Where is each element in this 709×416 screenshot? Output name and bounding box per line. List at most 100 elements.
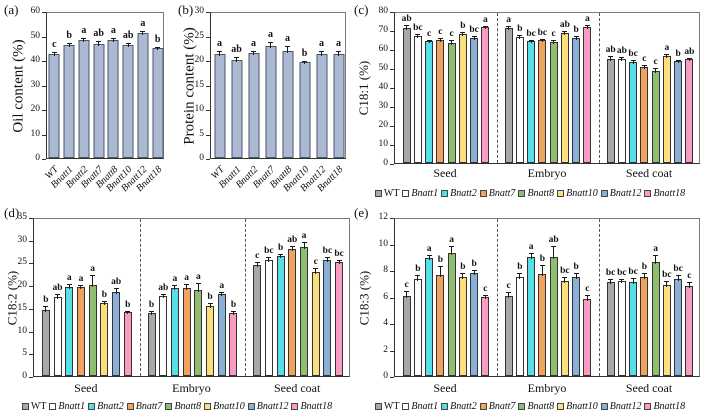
error-bar-cap xyxy=(664,280,670,282)
bar-slot: a xyxy=(279,13,296,158)
y-tick-mark xyxy=(390,50,394,51)
error-bar xyxy=(319,51,324,56)
sig-letter: a xyxy=(184,273,189,284)
bar-slot: bc xyxy=(263,219,275,376)
y-tick-label: 35 xyxy=(17,212,28,222)
group-label: Seed xyxy=(433,381,457,395)
bar-slot: a xyxy=(216,219,228,376)
error-bar-cap xyxy=(653,255,659,257)
error-bar xyxy=(90,275,96,288)
bar xyxy=(107,39,119,158)
error-bar xyxy=(336,50,341,56)
bar xyxy=(685,59,694,163)
bar-slot: a xyxy=(181,219,193,376)
y-tick-mark xyxy=(390,12,394,13)
bar xyxy=(76,287,85,376)
sig-letter: a xyxy=(217,38,222,50)
error-bar-cap xyxy=(608,279,614,281)
error-bar-cap xyxy=(551,246,557,248)
bar xyxy=(538,273,547,376)
bar xyxy=(229,313,238,376)
panel-d: (d) C18:2 (%) 0 5 10 15 20 25 30 35 b ab a a a b ab b b ab a… xyxy=(2,205,352,416)
bar xyxy=(640,67,649,163)
bar xyxy=(182,287,191,376)
error-bar xyxy=(81,38,87,43)
bar-slot: ab xyxy=(684,13,695,163)
error-bar-cap xyxy=(234,57,239,59)
sig-letter: c xyxy=(483,283,488,294)
bar xyxy=(470,272,479,376)
error-bar-cap xyxy=(336,50,341,52)
error-bar-cap xyxy=(562,276,568,278)
group-label: Embryo xyxy=(172,381,211,395)
legend-swatch xyxy=(402,403,410,410)
bar-slot: a xyxy=(77,13,92,158)
y-tick-mark xyxy=(206,159,210,160)
legend-swatch xyxy=(557,403,565,410)
bar-slot: b xyxy=(228,219,240,376)
error-bar-cap xyxy=(155,46,161,48)
sig-letter: bc xyxy=(628,266,638,277)
sig-letter: b xyxy=(460,262,466,273)
y-tick-label: 30 xyxy=(194,6,205,16)
legend-item: WT xyxy=(21,401,46,412)
bar-slot: c xyxy=(401,219,412,376)
bar-slot: a xyxy=(193,219,205,376)
error-bar xyxy=(630,277,636,284)
bar-slot: bc xyxy=(628,219,639,376)
group-label: Seed xyxy=(433,166,457,180)
bar-slot: a xyxy=(582,13,593,163)
sig-letter: c xyxy=(313,256,318,267)
bar-slot: c xyxy=(480,219,491,376)
sig-letter: b xyxy=(230,299,237,310)
bar xyxy=(299,62,310,158)
legend-item: Bnatt12 xyxy=(600,401,641,412)
sig-letter: bc xyxy=(617,267,627,278)
legend-label: Bnatt10 xyxy=(566,188,598,199)
bar xyxy=(617,58,626,163)
bar-slot: b xyxy=(204,219,216,376)
legend-item: WT xyxy=(374,401,399,412)
error-bar-cap xyxy=(641,272,647,274)
bar xyxy=(458,33,467,163)
sig-letter: a xyxy=(251,37,256,49)
bar xyxy=(147,313,156,376)
sig-letter: a xyxy=(81,25,87,37)
legend-label: Bnatt8 xyxy=(527,401,555,412)
group-separator xyxy=(599,13,600,163)
sig-letter: c xyxy=(255,250,260,261)
error-bar xyxy=(517,272,523,279)
bar xyxy=(515,36,524,163)
bar-slot: ab xyxy=(110,219,122,376)
bar xyxy=(640,276,649,376)
error-bar xyxy=(471,36,477,40)
y-tick-label: 0 xyxy=(199,153,204,163)
bar xyxy=(674,279,683,376)
bar xyxy=(137,33,149,158)
bar xyxy=(549,256,558,376)
sig-letter: bc xyxy=(537,27,548,38)
bar xyxy=(436,275,445,376)
sig-letter: b xyxy=(415,264,421,275)
legend-swatch xyxy=(557,190,565,197)
bar xyxy=(194,289,203,376)
error-bar-cap xyxy=(195,282,201,284)
error-bar-cap xyxy=(471,36,477,38)
error-bar xyxy=(573,272,579,279)
bar xyxy=(538,40,547,163)
bar xyxy=(413,279,422,376)
bar xyxy=(152,47,164,158)
y-tick-mark xyxy=(42,61,46,62)
bar xyxy=(402,295,411,376)
legend-label: Bnatt7 xyxy=(488,188,516,199)
error-bar xyxy=(653,68,659,73)
sig-letter: a xyxy=(585,13,590,24)
legend-swatch xyxy=(600,190,608,197)
plot-area: ab bc c c c b bc a a b bc bc c ab b a ab ab bc c c a b ab xyxy=(394,12,700,164)
sig-letter: a xyxy=(319,38,324,50)
error-bar xyxy=(471,270,477,275)
group-separator xyxy=(245,219,247,376)
error-bar-cap xyxy=(584,295,590,297)
group-label: Seed coat xyxy=(274,381,321,395)
